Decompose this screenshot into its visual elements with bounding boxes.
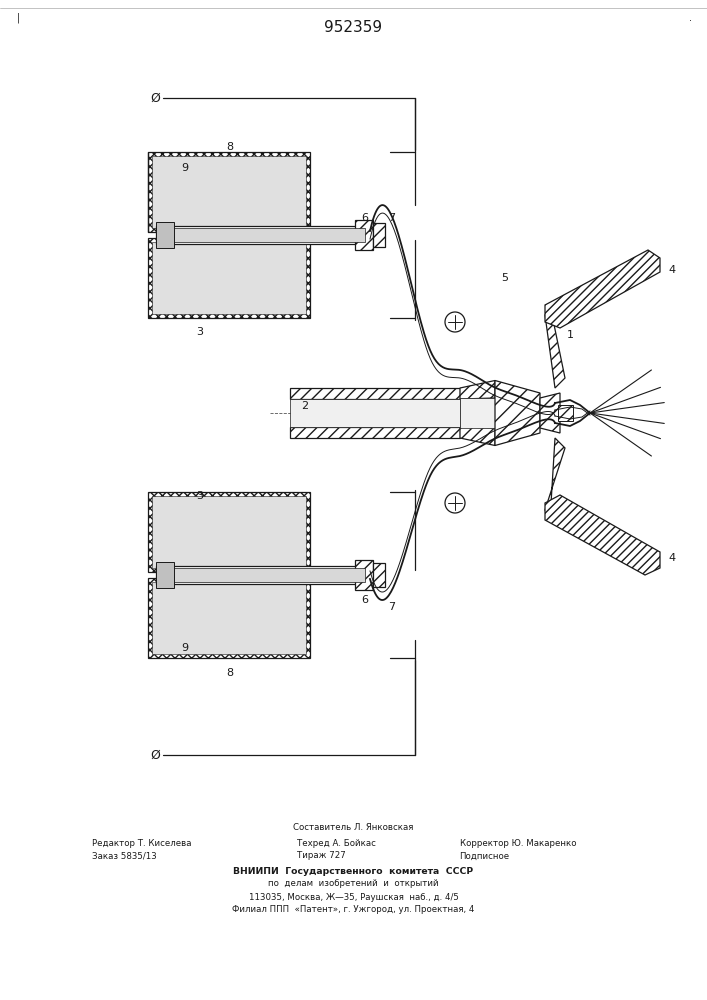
Text: 3: 3 — [197, 491, 204, 501]
Text: 5: 5 — [501, 273, 508, 283]
Bar — [148, 492, 310, 572]
Bar — [158, 228, 365, 242]
Text: 7: 7 — [388, 602, 395, 612]
Text: 1: 1 — [566, 330, 573, 340]
Text: .: . — [689, 13, 691, 23]
Polygon shape — [540, 393, 560, 433]
Text: Корректор Ю. Макаренко: Корректор Ю. Макаренко — [460, 838, 576, 848]
Polygon shape — [545, 250, 660, 328]
Bar — [148, 152, 310, 232]
Polygon shape — [290, 427, 460, 438]
Circle shape — [445, 493, 465, 513]
Text: 2: 2 — [301, 401, 308, 411]
Bar — [355, 220, 373, 250]
Text: 113035, Москва, Ж—35, Раушская  наб., д. 4/5: 113035, Москва, Ж—35, Раушская наб., д. … — [249, 892, 458, 902]
Bar — [558, 405, 573, 421]
Bar — [158, 568, 365, 582]
Text: Техред А. Бойкас: Техред А. Бойкас — [297, 838, 376, 848]
Bar — [290, 399, 460, 427]
Text: 8: 8 — [226, 142, 233, 152]
Bar — [156, 562, 174, 588]
Bar — [156, 222, 174, 248]
Polygon shape — [460, 380, 495, 399]
Text: по  делам  изобретений  и  открытий: по делам изобретений и открытий — [268, 880, 439, 888]
Text: Филиал ППП  «Патент», г. Ужгород, ул. Проектная, 4: Филиал ППП «Патент», г. Ужгород, ул. Про… — [233, 906, 474, 914]
Bar — [152, 242, 306, 314]
Text: 4: 4 — [668, 553, 676, 563]
Bar — [156, 226, 370, 244]
Text: Составитель Л. Янковская: Составитель Л. Янковская — [293, 824, 414, 832]
Text: 952359: 952359 — [325, 20, 382, 35]
Text: Тираж 727: Тираж 727 — [297, 852, 346, 860]
Text: 9: 9 — [182, 643, 189, 653]
Text: 4: 4 — [668, 265, 676, 275]
Polygon shape — [460, 427, 495, 446]
Text: |: | — [16, 13, 20, 23]
Bar — [373, 223, 385, 247]
Bar — [152, 496, 306, 568]
Text: 9: 9 — [182, 163, 189, 173]
Polygon shape — [290, 388, 460, 399]
Bar — [355, 560, 373, 590]
Text: 8: 8 — [226, 668, 233, 678]
Bar — [373, 563, 385, 587]
Text: Подписное: Подписное — [460, 852, 510, 860]
Text: 3: 3 — [197, 327, 204, 337]
Bar — [152, 156, 306, 228]
Text: Ø: Ø — [150, 92, 160, 104]
Bar — [148, 238, 310, 318]
Text: Ø: Ø — [150, 748, 160, 762]
Polygon shape — [545, 495, 660, 575]
Text: 6: 6 — [361, 595, 368, 605]
Polygon shape — [495, 380, 540, 446]
Text: Редактор Т. Киселева: Редактор Т. Киселева — [92, 838, 192, 848]
Bar — [148, 578, 310, 658]
Text: ВНИИПИ  Государственного  комитета  СССР: ВНИИПИ Государственного комитета СССР — [233, 866, 474, 876]
Text: 7: 7 — [388, 213, 395, 223]
Polygon shape — [545, 438, 565, 520]
Bar — [460, 398, 495, 428]
Bar — [152, 582, 306, 654]
Circle shape — [445, 312, 465, 332]
Polygon shape — [545, 305, 565, 388]
Text: 6: 6 — [361, 213, 368, 223]
Text: Заказ 5835/13: Заказ 5835/13 — [92, 852, 157, 860]
Bar — [156, 566, 370, 584]
